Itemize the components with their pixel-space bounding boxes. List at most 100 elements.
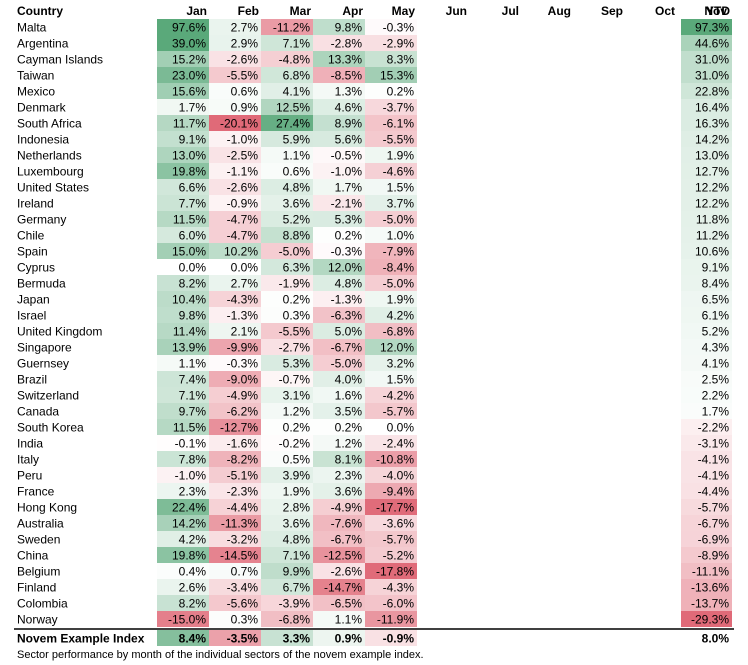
heatmap-cell <box>157 451 209 467</box>
heatmap-cell <box>365 611 417 627</box>
column-header-apr: Apr <box>342 4 363 18</box>
heatmap-cell <box>261 195 313 211</box>
cell-value: 1.1% <box>179 357 207 371</box>
heatmap-cell <box>157 83 209 99</box>
cell-value: 4.6% <box>335 101 363 115</box>
heatmap-cell <box>261 483 313 499</box>
heatmap-cell <box>681 83 732 99</box>
heatmap-cell <box>313 275 365 291</box>
cell-value: 19.8% <box>172 165 206 179</box>
cell-value: 1.9% <box>283 485 311 499</box>
heatmap-cell <box>157 547 209 563</box>
heatmap-cell <box>261 51 313 67</box>
table-row: Cayman Islands 15.2% -2.6% -4.8% 13.3% 8.3% 31… <box>17 51 732 67</box>
cell-value: 1.3% <box>335 85 363 99</box>
cell-value: 31.0% <box>695 53 729 67</box>
heatmap-cell <box>157 147 209 163</box>
heatmap-cell <box>681 531 732 547</box>
table-row: Singapore 13.9% -9.9% -2.7% -6.7% 12.0% 4.3% <box>17 339 732 355</box>
cell-value: 3.6% <box>283 517 311 531</box>
heatmap-cell <box>681 435 732 451</box>
cell-value: 10.4% <box>172 293 206 307</box>
heatmap-cell <box>365 630 417 646</box>
heatmap-cell <box>157 630 209 646</box>
cell-value: 4.8% <box>283 533 311 547</box>
cell-value: 3.6% <box>335 485 363 499</box>
cell-value: 2.1% <box>231 325 259 339</box>
cell-value: -3.1% <box>698 437 730 451</box>
cell-value: 1.9% <box>387 149 415 163</box>
heatmap-cell <box>313 515 365 531</box>
heatmap-cell <box>209 595 261 611</box>
cell-value: 1.5% <box>387 373 415 387</box>
cell-value: 2.2% <box>702 389 730 403</box>
heatmap-cell <box>313 595 365 611</box>
table-row: Mexico 15.6% 0.6% 4.1% 1.3% 0.2% 22.8% <box>17 83 732 99</box>
cell-value: 0.5% <box>283 453 311 467</box>
row-label: Luxembourg <box>17 165 84 179</box>
row-label: Denmark <box>17 101 67 115</box>
cell-value: 6.3% <box>283 261 311 275</box>
row-label: Germany <box>17 213 66 227</box>
column-header-nov: Nov <box>704 4 727 18</box>
cell-value: -3.7% <box>383 101 415 115</box>
heatmap-cell <box>365 307 417 323</box>
cell-value: 7.8% <box>179 453 207 467</box>
cell-value: 0.0% <box>231 261 259 275</box>
cell-value: -6.2% <box>227 405 259 419</box>
heatmap-cell <box>365 323 417 339</box>
cell-value: -12.7% <box>220 421 258 435</box>
cell-value: 97.3% <box>695 21 729 35</box>
table-row: Finland 2.6% -3.4% 6.7% -14.7% -4.3% -13.6% <box>17 579 732 595</box>
cell-value: -9.0% <box>227 373 259 387</box>
cell-value: -2.8% <box>331 37 363 51</box>
heatmap-cell <box>157 227 209 243</box>
heatmap-cell <box>157 195 209 211</box>
heatmap-cell <box>261 563 313 579</box>
heatmap-cell <box>261 371 313 387</box>
heatmap-cell <box>209 275 261 291</box>
table-row: Taiwan 23.0% -5.5% 6.8% -8.5% 15.3% 31.0% <box>17 67 732 83</box>
cell-value: -4.0% <box>383 469 415 483</box>
heatmap-cell <box>365 51 417 67</box>
heatmap-cell <box>365 531 417 547</box>
heatmap-cell <box>157 515 209 531</box>
heatmap-cell <box>209 515 261 531</box>
cell-value: -4.2% <box>383 389 415 403</box>
heatmap-cell <box>209 83 261 99</box>
cell-value: -5.5% <box>279 325 311 339</box>
heatmap-cell <box>365 371 417 387</box>
heatmap-cell <box>365 403 417 419</box>
cell-value: 0.0% <box>179 261 207 275</box>
heatmap-cell <box>261 323 313 339</box>
cell-value: 4.2% <box>179 533 207 547</box>
heatmap-cell <box>157 499 209 515</box>
heatmap-cell <box>681 579 732 595</box>
cell-value: 13.9% <box>172 341 206 355</box>
cell-value: 12.2% <box>695 197 729 211</box>
row-label: Finland <box>17 581 56 595</box>
cell-value: -6.1% <box>383 117 415 131</box>
heatmap-cell <box>313 483 365 499</box>
cell-value: 6.5% <box>702 293 730 307</box>
cell-value: -5.5% <box>227 69 259 83</box>
heatmap-cell <box>681 403 732 419</box>
cell-value: 3.5% <box>335 405 363 419</box>
heatmap-cell <box>365 563 417 579</box>
heatmap-cell <box>209 483 261 499</box>
heatmap-cell <box>365 467 417 483</box>
heatmap-cell <box>209 243 261 259</box>
heatmap-cell <box>313 83 365 99</box>
cell-value: -6.3% <box>331 309 363 323</box>
table-row: United States 6.6% -2.6% 4.8% 1.7% 1.5% 12.2% <box>17 179 732 195</box>
cell-value: 4.2% <box>387 309 415 323</box>
cell-value: -0.5% <box>331 149 363 163</box>
heatmap-cell <box>209 451 261 467</box>
cell-value: 12.2% <box>695 181 729 195</box>
heatmap-cell <box>209 211 261 227</box>
table-row: Bermuda 8.2% 2.7% -1.9% 4.8% -5.0% 8.4% <box>17 275 732 291</box>
column-header-may: May <box>392 4 416 18</box>
heatmap-cell <box>261 67 313 83</box>
cell-value: 2.3% <box>335 469 363 483</box>
heatmap-cell <box>681 259 732 275</box>
